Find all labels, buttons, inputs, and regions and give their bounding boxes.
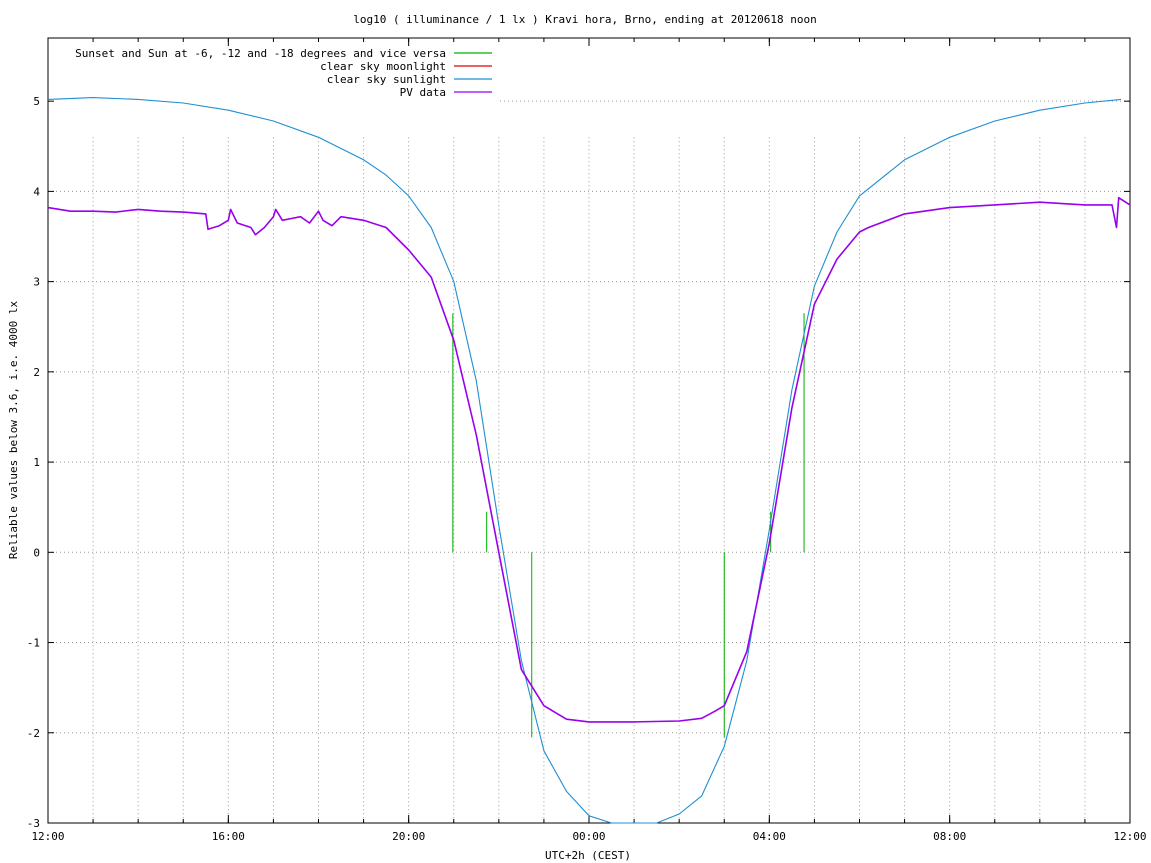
y-tick-label: -1 <box>27 637 40 650</box>
legend-label: clear sky sunlight <box>327 73 446 86</box>
x-tick-label: 12:00 <box>31 830 64 843</box>
legend-label: PV data <box>400 86 446 99</box>
grid <box>48 100 1130 823</box>
x-tick-label: 16:00 <box>212 830 245 843</box>
y-tick-label: 1 <box>33 456 40 469</box>
x-tick-label: 00:00 <box>572 830 605 843</box>
legend-label: clear sky moonlight <box>320 60 446 73</box>
pv-data-line <box>47 196 1131 723</box>
x-axis-label: UTC+2h (CEST) <box>545 849 631 862</box>
x-tick-label: 12:00 <box>1113 830 1146 843</box>
x-tick-label: 04:00 <box>753 830 786 843</box>
y-tick-label: -3 <box>27 817 40 830</box>
x-tick-label: 20:00 <box>392 830 425 843</box>
clear-sky-sunlight-line <box>47 97 1122 824</box>
x-tick-label: 08:00 <box>933 830 966 843</box>
y-tick-label: 3 <box>33 276 40 289</box>
y-tick-label: 5 <box>33 95 40 108</box>
legend: Sunset and Sun at -6, -12 and -18 degree… <box>75 47 492 99</box>
x-axis: 12:00 16:00 20:00 00:00 04:00 08:00 12:00 <box>31 38 1147 843</box>
legend-label: Sunset and Sun at -6, -12 and -18 degree… <box>75 47 446 60</box>
plot-frame <box>47 37 1131 824</box>
y-tick-label: 2 <box>33 366 40 379</box>
y-axis: 5 4 3 2 1 0 -1 -2 -3 <box>27 95 1130 830</box>
chart-title: log10 ( illuminance / 1 lx ) Kravi hora,… <box>353 13 817 26</box>
y-tick-label: 4 <box>33 185 40 198</box>
series-layer <box>47 97 1131 824</box>
y-tick-label: -2 <box>27 727 40 740</box>
y-tick-label: 0 <box>33 546 40 559</box>
y-axis-label: Reliable values below 3.6, i.e. 4000 lx <box>7 300 20 559</box>
